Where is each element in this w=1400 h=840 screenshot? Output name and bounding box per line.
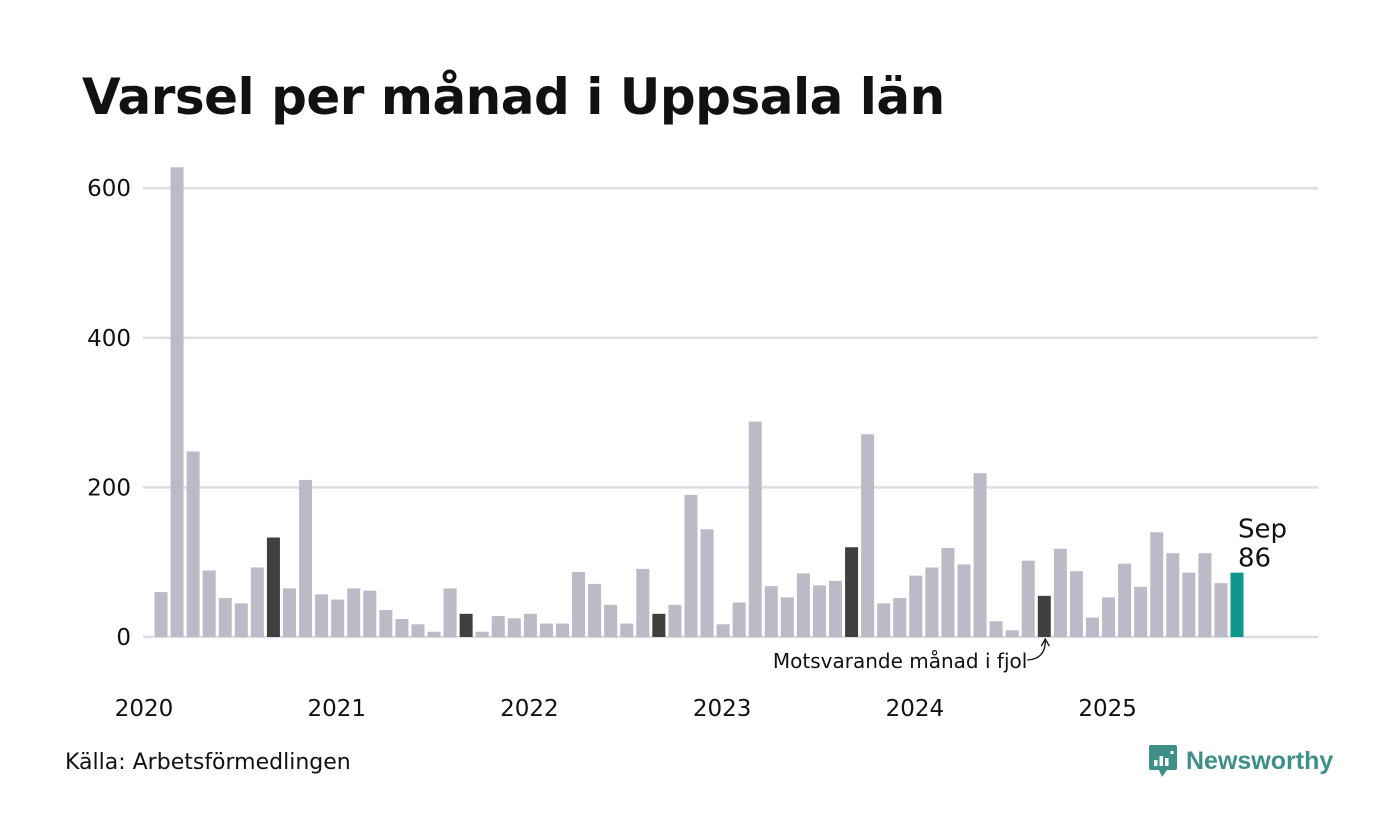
bar-14	[379, 610, 393, 637]
bar-52	[989, 621, 1003, 637]
bar-29	[620, 623, 634, 637]
bar-54	[1021, 560, 1035, 637]
callout-value: 86	[1238, 544, 1271, 574]
bar-12	[347, 588, 361, 637]
bar-7	[266, 537, 280, 637]
x-tick-label-2025: 2025	[1078, 696, 1137, 722]
bar-15	[395, 619, 409, 637]
bar-50	[957, 564, 971, 637]
annotation-arrowhead	[1040, 637, 1050, 647]
bar-10	[315, 594, 329, 637]
callout-month: Sep	[1238, 515, 1287, 545]
bar-28	[604, 604, 618, 637]
bar-53	[1005, 630, 1019, 637]
bar-19	[459, 613, 473, 637]
bar-55	[1037, 595, 1051, 637]
brand-logo[interactable]: Newsworthy	[1148, 744, 1333, 778]
bar-2	[186, 451, 200, 637]
bar-13	[363, 590, 377, 637]
bar-40	[796, 573, 810, 637]
bar-26	[572, 571, 586, 637]
bar-5	[234, 603, 248, 637]
brand-name: Newsworthy	[1186, 746, 1334, 775]
bar-39	[780, 597, 794, 637]
bar-46	[893, 598, 907, 637]
bar-4	[218, 598, 232, 637]
bar-34	[700, 529, 714, 637]
bar-1	[170, 167, 184, 637]
bar-36	[732, 602, 746, 637]
bar-51	[973, 473, 987, 637]
bar-62	[1150, 532, 1164, 637]
y-tick-label-600: 600	[87, 176, 131, 202]
bar-30	[636, 568, 650, 637]
bar-37	[748, 421, 762, 637]
y-tick-label-400: 400	[87, 326, 131, 352]
bar-42	[829, 580, 843, 637]
bar-24	[539, 623, 553, 637]
bar-60	[1118, 563, 1132, 637]
bar-35	[716, 624, 730, 637]
bar-47	[909, 575, 923, 637]
bar-17	[427, 631, 441, 637]
bar-38	[764, 586, 778, 637]
bar-25	[556, 623, 569, 637]
bar-48	[925, 567, 939, 637]
bar-23	[523, 613, 537, 637]
x-tick-label-2022: 2022	[500, 696, 559, 722]
bar-9	[299, 479, 313, 637]
bar-65	[1198, 553, 1212, 637]
x-tick-label-2020: 2020	[115, 696, 174, 722]
bar-11	[331, 599, 345, 637]
bar-22	[507, 618, 521, 637]
bar-21	[491, 616, 505, 637]
x-tick-label-2024: 2024	[886, 696, 945, 722]
y-axis-labels: 0 200 400 600	[87, 176, 131, 651]
bar-64	[1182, 572, 1196, 637]
bar-18	[443, 588, 457, 637]
bar-66	[1214, 583, 1228, 637]
bar-0	[154, 592, 168, 637]
y-tick-label-0: 0	[116, 625, 131, 651]
bar-6	[250, 567, 264, 637]
bar-49	[941, 547, 955, 637]
bar-16	[411, 624, 425, 637]
bar-63	[1166, 553, 1180, 637]
x-tick-label-2021: 2021	[307, 696, 366, 722]
bar-56	[1053, 548, 1067, 637]
source-label: Källa: Arbetsförmedlingen	[65, 750, 351, 775]
x-axis-labels: 2020 2021 2022 2023 2024 2025	[115, 696, 1137, 722]
bar-33	[684, 494, 698, 637]
bar-31	[652, 613, 666, 637]
bar-67	[1230, 572, 1244, 637]
bar-27	[588, 583, 602, 637]
gridlines	[143, 186, 1318, 639]
bar-43	[845, 547, 859, 637]
x-tick-label-2023: 2023	[693, 696, 752, 722]
bar-57	[1069, 571, 1083, 637]
bar-45	[877, 603, 891, 637]
chart-title: Varsel per månad i Uppsala län	[82, 68, 945, 126]
y-tick-label-200: 200	[87, 475, 131, 501]
bar-58	[1085, 617, 1099, 637]
bar-59	[1102, 597, 1116, 637]
bar-8	[282, 588, 296, 637]
bars	[154, 167, 1244, 637]
newsworthy-logo-icon	[1149, 745, 1177, 777]
bar-3	[202, 570, 216, 637]
annotation-text: Motsvarande månad i fjol	[773, 649, 1027, 673]
bar-44	[861, 434, 875, 637]
bar-32	[668, 604, 682, 637]
annotation-arrow	[1027, 640, 1046, 661]
bar-41	[812, 585, 826, 637]
bar-20	[475, 631, 489, 637]
bar-61	[1134, 586, 1148, 637]
